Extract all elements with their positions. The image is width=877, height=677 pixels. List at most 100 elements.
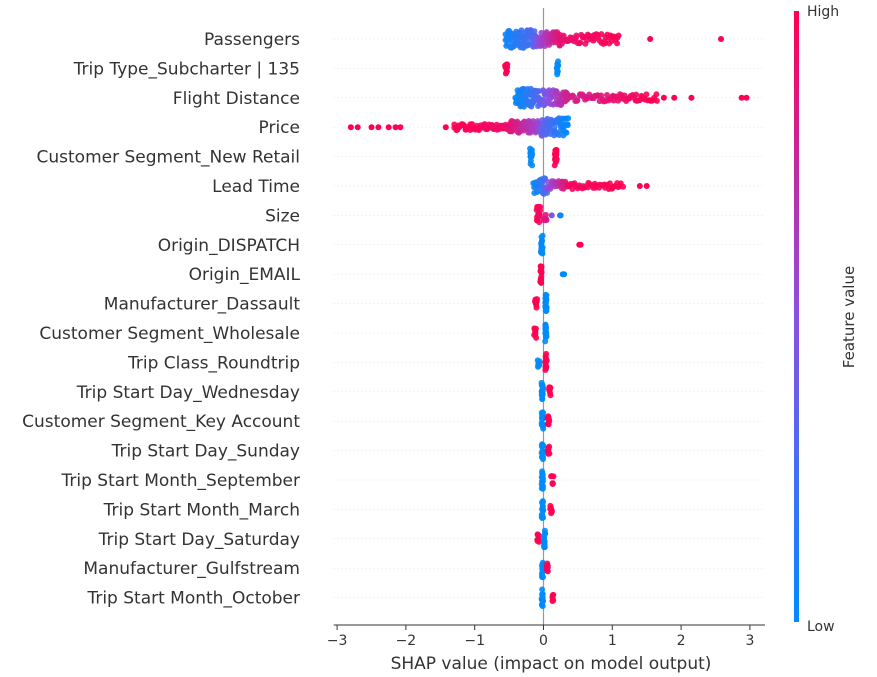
feature-label: Trip Class_Roundtrip (127, 353, 300, 373)
shap-point (550, 591, 557, 598)
shap-point (548, 508, 555, 515)
shap-point (347, 124, 354, 131)
shap-point (598, 31, 605, 38)
shap-point (653, 91, 660, 98)
shap-point (539, 586, 546, 593)
shap-point (671, 94, 678, 101)
shap-point (543, 304, 550, 311)
shap-point (577, 241, 584, 248)
shap-point (542, 333, 549, 340)
shap-point (554, 69, 561, 76)
feature-label: Lead Time (212, 177, 300, 197)
shap-point (503, 69, 510, 76)
feature-label: Trip Start Month_October (86, 589, 300, 609)
colorbar: High Low Feature value (794, 4, 858, 635)
shap-point (688, 94, 695, 101)
shap-point (539, 395, 546, 402)
feature-label: Origin_DISPATCH (158, 236, 300, 256)
shap-point (718, 36, 724, 42)
shap-point (354, 124, 361, 131)
x-ticks: −3 −2 −1 0 1 2 3 (327, 625, 754, 649)
feature-label: Trip Start Day_Saturday (98, 530, 300, 550)
feature-label: Trip Start Day_Wednesday (76, 383, 300, 403)
shap-point (442, 124, 449, 131)
shap-point (539, 499, 546, 506)
feature-label: Manufacturer_Dassault (104, 295, 301, 315)
shap-point (549, 480, 556, 487)
shap-point (636, 183, 643, 189)
shap-point (540, 442, 547, 449)
shap-point (535, 88, 542, 95)
colorbar-low-label: Low (807, 619, 835, 635)
shap-point (520, 103, 527, 110)
feature-label: Trip Type_Subcharter | 135 (73, 59, 300, 79)
colorbar-high-label: High (807, 4, 839, 20)
shap-point (542, 364, 549, 371)
shap-points (347, 27, 750, 610)
shap-point (660, 94, 667, 101)
shap-point (653, 97, 660, 104)
shap-point (542, 358, 549, 365)
shap-point (539, 447, 546, 454)
feature-label: Trip Start Month_September (61, 471, 300, 491)
shap-point (533, 334, 540, 341)
shap-point (392, 124, 399, 131)
shap-point (540, 410, 546, 417)
shap-point (539, 477, 546, 484)
shap-point (540, 425, 547, 432)
shap-point (542, 338, 549, 345)
shap-point (577, 39, 584, 46)
shap-point (541, 542, 548, 549)
shap-point (565, 115, 572, 122)
shap-point (469, 121, 476, 128)
x-tick-label: −1 (464, 633, 485, 649)
shap-point (544, 564, 551, 571)
colorbar-title: Feature value (840, 266, 858, 368)
x-tick-label: 1 (608, 633, 617, 649)
shap-point (573, 32, 580, 39)
shap-point (544, 189, 551, 196)
x-tick-label: −3 (327, 633, 348, 649)
x-axis: −3 −2 −1 0 1 2 3 SHAP value (impact on model o… (327, 624, 766, 674)
shap-point (738, 94, 745, 101)
feature-label: Customer Segment_Wholesale (39, 324, 300, 344)
shap-point (550, 473, 557, 480)
feature-label: Trip Start Day_Sunday (111, 442, 300, 462)
shap-point (647, 36, 654, 42)
colorbar-gradient (794, 11, 799, 622)
shap-point (539, 483, 546, 490)
feature-labels: Passengers Trip Type_Subcharter | 135 Flig… (22, 30, 300, 609)
feature-label: Manufacturer_Gulfstream (83, 559, 300, 579)
shap-point (542, 211, 549, 218)
shap-point (547, 389, 554, 396)
shap-point (535, 532, 542, 539)
x-tick-label: 2 (677, 633, 686, 649)
shap-point (551, 123, 558, 130)
shap-point (555, 62, 562, 69)
x-axis-label: SHAP value (impact on model output) (391, 654, 712, 674)
feature-label: Customer Segment_Key Account (22, 412, 300, 432)
shap-point (547, 384, 554, 391)
shap-point (539, 244, 546, 251)
shap-point (536, 538, 542, 545)
shap-point (620, 183, 627, 190)
shap-point (539, 594, 546, 601)
shap-point (368, 124, 375, 131)
feature-label: Passengers (204, 30, 300, 50)
shap-point (553, 151, 560, 158)
feature-label: Customer Segment_New Retail (37, 148, 301, 168)
shap-point (504, 64, 511, 71)
shap-point (529, 151, 536, 158)
shap-point (385, 124, 392, 131)
shap-point (539, 250, 546, 257)
shap-point (633, 91, 640, 98)
feature-label: Price (259, 118, 300, 138)
shap-point (397, 124, 404, 131)
shap-point (543, 216, 550, 223)
shap-point (563, 129, 570, 136)
shap-point (537, 263, 544, 270)
shap-point (564, 122, 571, 129)
feature-label: Flight Distance (173, 89, 300, 109)
shap-point (539, 386, 546, 393)
